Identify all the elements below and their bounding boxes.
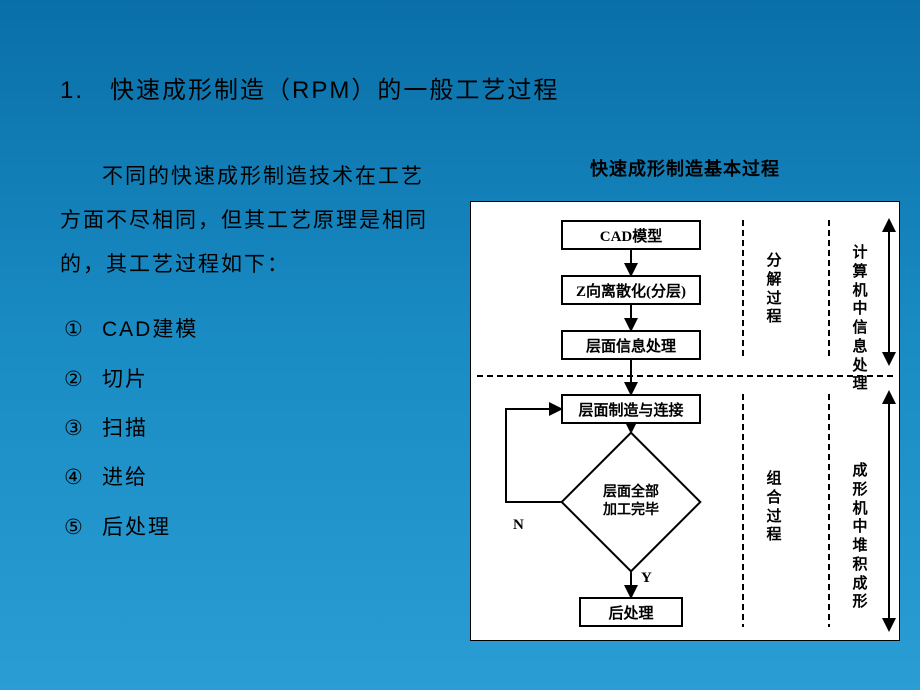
left-column: 不同的快速成形制造技术在工艺方面不尽相同，但其工艺原理是相同的，其工艺过程如下：… bbox=[60, 155, 440, 641]
list-item: ①CAD建模 bbox=[60, 305, 440, 354]
flowchart-edge-label: Y bbox=[641, 570, 652, 587]
list-text: 扫描 bbox=[102, 417, 148, 440]
flowchart-box: 层面信息处理 bbox=[561, 330, 701, 360]
flowchart-box: 层面制造与连接 bbox=[561, 394, 701, 424]
flowchart-side-label: 计算机中信息处理 bbox=[851, 244, 869, 394]
flowchart-side-label: 成形机中堆积成形 bbox=[851, 462, 869, 612]
list-item: ③扫描 bbox=[60, 404, 440, 453]
heading-number: 1. bbox=[60, 77, 84, 104]
list-text: 后处理 bbox=[102, 516, 171, 539]
list-text: CAD建模 bbox=[102, 318, 198, 341]
flowchart-box: 后处理 bbox=[579, 597, 683, 627]
flowchart-edge-label: N bbox=[513, 517, 524, 534]
list-num: ② bbox=[64, 355, 102, 404]
list-text: 切片 bbox=[102, 368, 148, 391]
flowchart-box: CAD模型 bbox=[561, 220, 701, 250]
list-item: ⑤后处理 bbox=[60, 503, 440, 552]
right-column: 快速成形制造基本过程 CAD模型 Z向离散化(分层) 层面信息处理层面制造与连接后处… bbox=[470, 155, 900, 641]
figure-title: 快速成形制造基本过程 bbox=[470, 155, 900, 181]
flowchart-box: Z向离散化(分层) bbox=[561, 275, 701, 305]
columns: 不同的快速成形制造技术在工艺方面不尽相同，但其工艺原理是相同的，其工艺过程如下：… bbox=[60, 155, 865, 641]
heading: 1. 快速成形制造（RPM）的一般工艺过程 bbox=[60, 70, 865, 105]
flowchart-diagram: CAD模型 Z向离散化(分层) 层面信息处理层面制造与连接后处理 层面全部加工完毕 N Y… bbox=[470, 201, 900, 641]
heading-text: 快速成形制造（RPM）的一般工艺过程 bbox=[110, 77, 559, 104]
flowchart-side-label: 组合过程 bbox=[765, 470, 783, 545]
flowchart-side-label: 分解过程 bbox=[765, 252, 783, 327]
slide-content: 1. 快速成形制造（RPM）的一般工艺过程 不同的快速成形制造技术在工艺方面不尽… bbox=[0, 0, 920, 671]
list-num: ③ bbox=[64, 404, 102, 453]
list-num: ⑤ bbox=[64, 503, 102, 552]
flowchart-decision: 层面全部加工完毕 bbox=[581, 452, 681, 552]
step-list: ①CAD建模 ②切片 ③扫描 ④进给 ⑤后处理 bbox=[60, 305, 440, 552]
list-text: 进给 bbox=[102, 466, 148, 489]
list-item: ②切片 bbox=[60, 355, 440, 404]
list-num: ① bbox=[64, 305, 102, 354]
list-item: ④进给 bbox=[60, 453, 440, 502]
list-num: ④ bbox=[64, 453, 102, 502]
intro-paragraph: 不同的快速成形制造技术在工艺方面不尽相同，但其工艺原理是相同的，其工艺过程如下： bbox=[60, 155, 440, 287]
